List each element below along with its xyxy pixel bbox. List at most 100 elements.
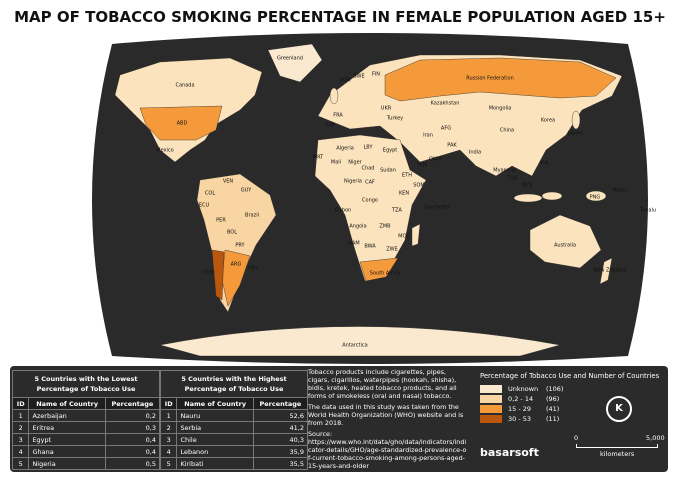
country-label: FRA	[333, 113, 343, 119]
country-label: Gabon	[335, 208, 351, 214]
country-label: BOL	[227, 230, 237, 236]
table-cell: 5	[11, 457, 30, 470]
table-cell: 1	[11, 409, 30, 422]
country-label: Algeria	[336, 146, 354, 152]
country-label: LBY	[364, 145, 374, 151]
scale-line	[576, 444, 658, 448]
country-label: Niger	[348, 160, 362, 166]
country-label: Kazakhstan	[431, 101, 460, 107]
legend-item: 0,2 - 14 (96)	[480, 394, 665, 404]
country-label: PHL	[540, 161, 550, 167]
table-cell: 3	[159, 433, 178, 446]
country-label: FIN	[372, 72, 380, 78]
table-cell: 0,2	[104, 409, 161, 422]
country-label: Myanmar	[493, 168, 517, 174]
table-title: 5 Countries with the Highest Percentage …	[160, 370, 308, 397]
country-label: ECU	[199, 203, 210, 209]
table-row: 3 Chile 40,3	[159, 433, 309, 446]
legend-count: (106)	[546, 385, 564, 393]
table-cell: 1	[159, 409, 178, 422]
country-label: Sudan	[380, 168, 396, 174]
country-label: PER	[216, 218, 226, 224]
country-label: VEN	[223, 179, 234, 185]
table-cell: Eritrea	[28, 421, 106, 434]
country-label: Chile	[202, 270, 215, 276]
country-label: ZMB	[379, 224, 391, 230]
scale-bar: 0 5,000 kilometers	[570, 434, 665, 464]
table-cell: 41,2	[252, 421, 309, 434]
country-label: Angola	[349, 224, 366, 230]
table-cell: 0,4	[104, 445, 161, 458]
country-label: ESP	[325, 123, 334, 129]
column-header: Percentage	[252, 397, 309, 410]
note: Source: https://www.who.int/data/gho/data…	[308, 430, 468, 470]
column-header: ID	[159, 397, 178, 410]
legend-count: (41)	[546, 405, 560, 413]
table-cell: Serbia	[176, 421, 254, 434]
country-label: Mongolia	[489, 106, 512, 112]
country-label: India	[469, 150, 481, 156]
table-cell: 0,3	[104, 421, 161, 434]
legend-swatch	[480, 405, 502, 413]
legend-swatch	[480, 385, 502, 393]
legend-swatch	[480, 415, 502, 423]
country-label: MYS	[522, 183, 533, 189]
column-header: Name of Country	[176, 397, 254, 410]
table-cell: Egypt	[28, 433, 106, 446]
country-label: Greenland	[277, 56, 303, 62]
table-row: 1 Nauru 52,6	[159, 409, 309, 422]
country-label: ABD	[177, 121, 188, 127]
country-label: South Africa	[370, 271, 400, 277]
country-label: YEM	[416, 163, 428, 169]
country-label: Chad	[362, 166, 375, 172]
country-label: PNG	[590, 195, 601, 201]
country-label: Canada	[175, 83, 194, 89]
table-cell: Ghana	[28, 445, 106, 458]
country-label: URY	[248, 266, 259, 272]
table-cell: 0,5	[104, 457, 161, 470]
country-label: COL	[205, 191, 215, 197]
country-label: ETH	[402, 173, 412, 179]
country-label: Congo	[362, 198, 378, 204]
country-label: UKR	[381, 106, 392, 112]
country-label: MRT	[313, 155, 324, 161]
country-label: Mali	[331, 160, 341, 166]
country-label: THA	[506, 176, 518, 182]
table-row: 5 Nigeria 0,5	[11, 457, 161, 470]
country-label: BWA	[364, 244, 376, 250]
country-label: Russian Federation	[466, 76, 513, 82]
source-url: https://www.who.int/data/gho/data/indica…	[308, 438, 467, 470]
header-row: ID Name of Country Percentage	[11, 397, 161, 410]
table-row: 2 Eritrea 0,3	[11, 421, 161, 434]
table-row: 3 Egypt 0,4	[11, 433, 161, 446]
table-cell: 35,9	[252, 445, 309, 458]
lowest-table: 5 Countries with the Lowest Percentage o…	[11, 370, 161, 470]
table-cell: Azerbaijan	[28, 409, 106, 422]
legend-count: (11)	[546, 415, 560, 423]
table-cell: 3	[11, 433, 30, 446]
country-label: ARG	[231, 262, 242, 268]
table-row: 5 Kiribati 35,5	[159, 457, 309, 470]
world-map: GreenlandCanadaABDMexicoCOLVENGUYECUPERB…	[92, 33, 656, 364]
column-header: ID	[11, 397, 30, 410]
legend-count: (96)	[546, 395, 560, 403]
country-label: New Zealand	[594, 268, 627, 274]
country-label: NOR	[339, 78, 351, 84]
source-label: Source:	[308, 430, 333, 438]
table-cell: Kiribati	[176, 457, 254, 470]
country-label: Korea	[541, 118, 555, 124]
legend-item: 15 - 29 (41)	[480, 404, 665, 414]
legend-items: Unknown (106) 0,2 - 14 (96) 15 - 29 (41) 30 - …	[480, 384, 665, 424]
highest-table: 5 Countries with the Highest Percentage …	[159, 370, 309, 470]
table-cell: Nigeria	[28, 457, 106, 470]
scale-unit: kilometers	[600, 450, 635, 458]
legend-item: 30 - 53 (11)	[480, 414, 665, 424]
country-label: OMN	[429, 157, 441, 163]
compass: K	[606, 396, 632, 422]
legend-title: Percentage of Tobacco Use and Number of …	[480, 372, 660, 380]
notes: Tobacco products include cigarettes, pip…	[308, 368, 468, 473]
table-cell: 0,4	[104, 433, 161, 446]
country-label: CAF	[365, 180, 375, 186]
country-label: Egypt	[383, 148, 397, 154]
